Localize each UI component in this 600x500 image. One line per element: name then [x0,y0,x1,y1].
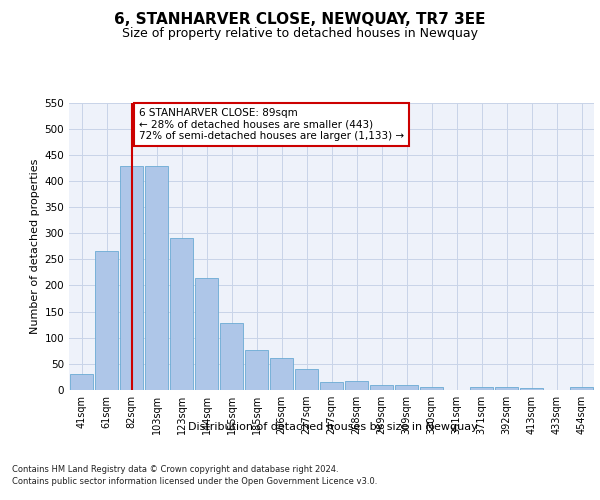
Bar [195,278,218,390]
Bar [270,358,293,390]
Bar [320,382,343,390]
Bar [70,374,93,390]
Bar [345,380,368,390]
Text: Contains HM Land Registry data © Crown copyright and database right 2024.: Contains HM Land Registry data © Crown c… [12,465,338,474]
Bar [120,166,143,390]
Bar [245,350,268,390]
Y-axis label: Number of detached properties: Number of detached properties [30,158,40,334]
Bar [170,238,193,390]
Bar [145,166,168,390]
Bar [95,252,118,390]
Bar [295,369,318,390]
Bar [220,323,243,390]
Bar [570,388,593,390]
Bar [520,388,543,390]
Bar [420,388,443,390]
Text: 6, STANHARVER CLOSE, NEWQUAY, TR7 3EE: 6, STANHARVER CLOSE, NEWQUAY, TR7 3EE [114,12,486,28]
Text: Size of property relative to detached houses in Newquay: Size of property relative to detached ho… [122,28,478,40]
Bar [370,385,393,390]
Text: Distribution of detached houses by size in Newquay: Distribution of detached houses by size … [188,422,478,432]
Bar [470,388,493,390]
Bar [495,388,518,390]
Bar [395,385,418,390]
Text: 6 STANHARVER CLOSE: 89sqm
← 28% of detached houses are smaller (443)
72% of semi: 6 STANHARVER CLOSE: 89sqm ← 28% of detac… [139,108,404,141]
Text: Contains public sector information licensed under the Open Government Licence v3: Contains public sector information licen… [12,478,377,486]
